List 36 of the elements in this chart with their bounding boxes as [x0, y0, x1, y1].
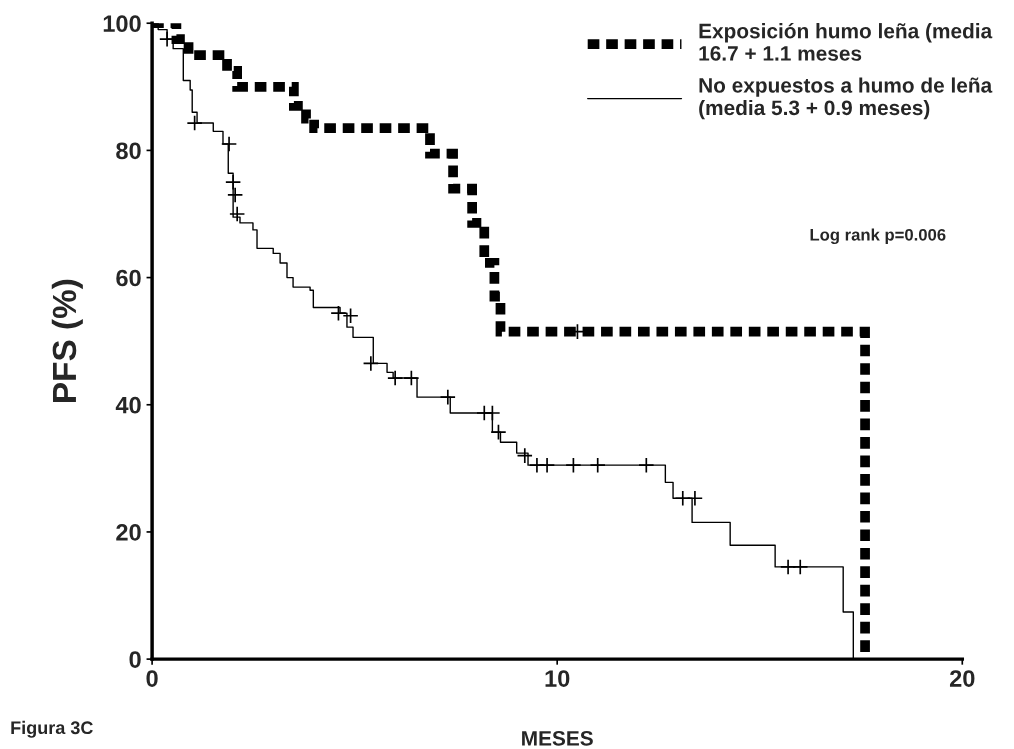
point [484, 404, 501, 422]
legend-label: Exposición humo leña (media 16.7 + 1.1 meses [699, 22, 993, 61]
x-axis-title: MESES [522, 730, 593, 746]
point [439, 389, 456, 406]
y-axis-title: PFS (%) [51, 279, 83, 402]
annotation: Log rank p=0.006 [810, 228, 946, 245]
point [229, 205, 246, 223]
point [638, 457, 655, 474]
text: Figura 3C [11, 720, 93, 738]
point [403, 369, 420, 387]
y-tick-label: 100 [103, 15, 141, 33]
x-tick-label: 20 [949, 670, 975, 687]
point [224, 174, 242, 191]
point [565, 457, 582, 474]
point [686, 490, 704, 507]
point [227, 186, 244, 204]
point [490, 423, 507, 441]
x-tick-label: 10 [545, 670, 570, 687]
y-tick-label: 80 [116, 142, 141, 160]
point [674, 490, 691, 507]
point [589, 457, 606, 474]
point [186, 114, 203, 132]
point [330, 305, 347, 322]
x-tick-label: 0 [146, 670, 158, 687]
point [342, 307, 359, 324]
y-tick-label: 40 [115, 396, 141, 414]
y-tick-label: 20 [116, 524, 141, 541]
point [516, 447, 533, 464]
y-tick-label: 60 [116, 269, 141, 287]
point [362, 355, 379, 372]
legend-label: No expuestos a humo de leña (media 5.3 + 0.9 meses) [699, 77, 993, 120]
point [538, 457, 556, 474]
point [220, 135, 238, 153]
point [792, 558, 809, 576]
y-tick-label: 0 [129, 651, 141, 668]
point [387, 369, 404, 387]
